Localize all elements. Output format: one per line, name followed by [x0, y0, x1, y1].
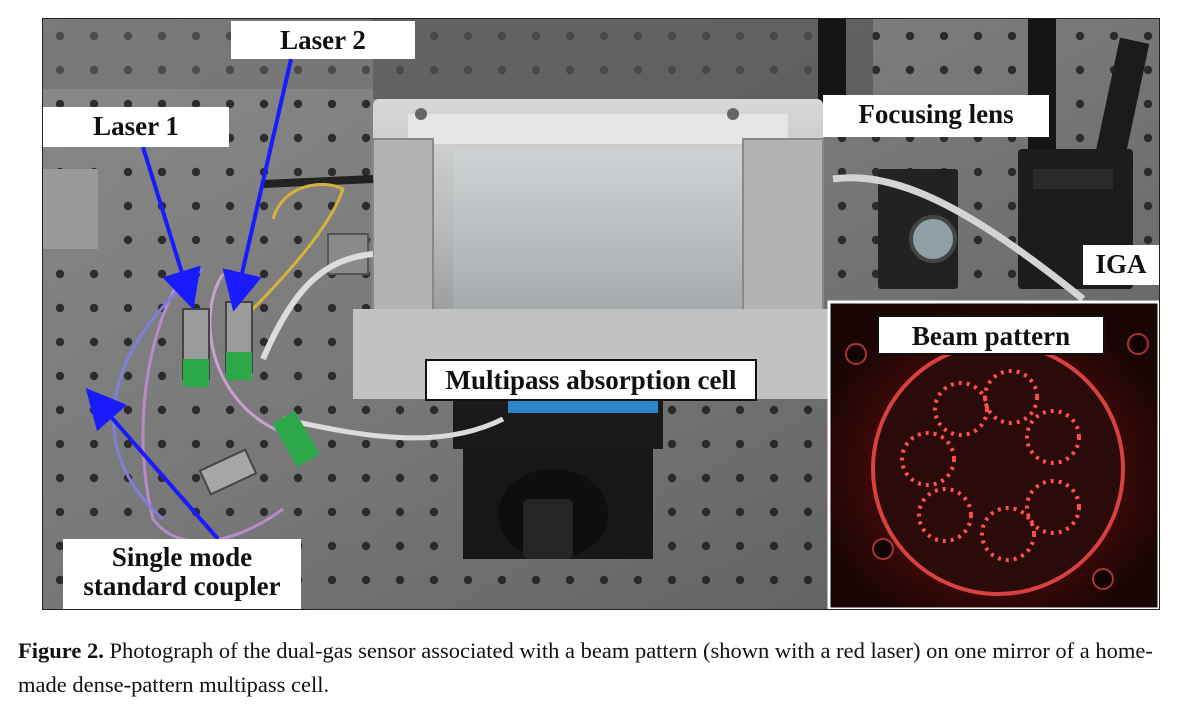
- coupler-label: Single mode standard coupler: [63, 539, 301, 609]
- caption-text: Photograph of the dual-gas sensor associ…: [18, 638, 1153, 697]
- figure-photo: Laser 2 Laser 1 Focusing lens IGA Beam p…: [42, 18, 1160, 610]
- figure-caption: Figure 2. Photograph of the dual-gas sen…: [18, 634, 1188, 702]
- focusing-lens-label: Focusing lens: [823, 95, 1049, 137]
- beam-pattern-label: Beam pattern: [877, 315, 1105, 355]
- caption-label: Figure 2.: [18, 638, 104, 663]
- coupler-label-line2: standard coupler: [83, 571, 281, 601]
- iga-label: IGA: [1083, 245, 1159, 285]
- coupler-label-line1: Single mode: [111, 542, 253, 572]
- laser-1-label: Laser 1: [43, 107, 229, 147]
- multipass-cell-label: Multipass absorption cell: [425, 359, 757, 401]
- laser-2-label: Laser 2: [231, 21, 415, 59]
